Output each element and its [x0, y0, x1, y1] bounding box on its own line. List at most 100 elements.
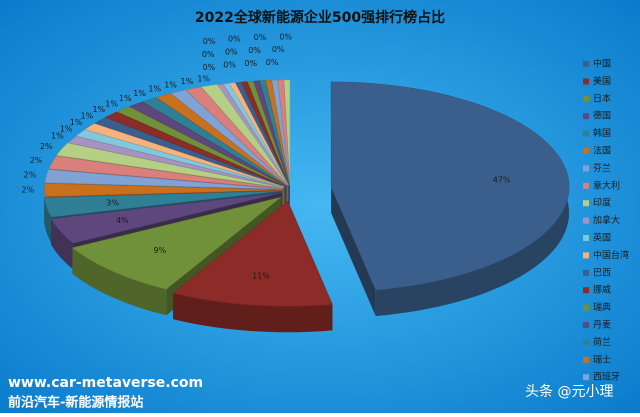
slice-top [43, 190, 282, 218]
slice-top [68, 136, 284, 188]
data-label: 0% [248, 46, 261, 55]
legend-swatch [583, 304, 589, 311]
slice [330, 81, 570, 317]
legend-swatch [583, 95, 589, 102]
credit: 头条 @元小理 [525, 383, 613, 400]
slice-top [141, 97, 287, 186]
data-label: 0% [254, 33, 267, 42]
data-label: 2% [40, 142, 53, 151]
legend-label: 瑞典 [593, 301, 611, 313]
slice-wall [72, 247, 167, 316]
legend-label: 西班牙 [593, 371, 620, 383]
slice-top [71, 196, 282, 290]
legend-swatch [583, 339, 589, 346]
legend-label: 中国台湾 [593, 249, 629, 261]
data-label: 0% [203, 37, 216, 46]
legend-label: 英国 [593, 232, 611, 244]
slice-top [155, 93, 287, 186]
data-label: 0% [223, 61, 236, 70]
data-label: 0% [279, 32, 292, 41]
data-label: 1% [181, 77, 194, 86]
legend-label: 芬兰 [593, 162, 611, 174]
legend-label: 意大利 [593, 179, 620, 191]
data-label: 1% [164, 81, 177, 90]
data-label: 0% [266, 58, 279, 67]
data-label: 9% [153, 246, 166, 255]
data-label: 2% [24, 171, 37, 180]
slice [172, 200, 333, 333]
data-label: 0% [225, 47, 238, 56]
legend-label: 瑞士 [593, 353, 611, 365]
legend-swatch [583, 165, 589, 172]
data-label: 1% [119, 94, 132, 103]
legend-label: 挪威 [593, 284, 611, 296]
data-label: 0% [202, 50, 215, 59]
data-label: 1% [105, 99, 118, 108]
legend: 中国美国日本德国韩国法国芬兰意大利印度加拿大英国中国台湾巴西挪威瑞典丹麦荷兰瑞士… [583, 58, 629, 383]
data-label: 4% [116, 216, 129, 225]
legend-label: 美国 [593, 75, 611, 87]
legend-label: 日本 [593, 92, 611, 104]
legend-swatch [583, 287, 589, 294]
data-label: 0% [272, 45, 285, 54]
slice-top [75, 129, 285, 188]
legend-swatch [583, 252, 589, 259]
slice-top [172, 200, 333, 307]
slice-top [170, 89, 288, 186]
legend-label: 丹麦 [593, 319, 611, 331]
legend-swatch [583, 200, 589, 207]
slice-top [116, 106, 286, 187]
data-label: 47% [493, 175, 511, 184]
data-label: 1% [197, 74, 210, 83]
slice-top [330, 81, 570, 291]
data-label: 1% [92, 105, 105, 114]
slice-top [128, 101, 286, 187]
slice-top [201, 84, 288, 185]
slice-top [50, 192, 282, 244]
legend-label: 中国 [593, 58, 611, 70]
legend-label: 韩国 [593, 127, 611, 139]
data-label: 1% [81, 111, 94, 120]
legend-swatch [583, 322, 589, 328]
data-label: 0% [244, 59, 257, 68]
legend-label: 巴西 [593, 267, 611, 278]
legend-swatch [583, 182, 589, 189]
legend-label: 法国 [593, 145, 611, 157]
legend-label: 加拿大 [593, 214, 620, 226]
legend-swatch [583, 78, 589, 85]
slice-top [56, 142, 284, 189]
data-label: 0% [228, 34, 241, 43]
slice-top [185, 86, 288, 186]
legend-label: 德国 [593, 110, 611, 122]
data-label: 11% [252, 271, 270, 280]
legend-swatch [583, 217, 589, 224]
legend-swatch [583, 130, 589, 137]
slice-wall [44, 197, 52, 244]
data-label: 1% [133, 89, 146, 98]
legend-swatch [583, 61, 589, 67]
legend-swatch [583, 113, 589, 120]
legend-label: 印度 [593, 197, 611, 209]
slice-top [94, 117, 285, 187]
legend-swatch [583, 356, 589, 363]
slice-top [44, 183, 283, 197]
legend-label: 荷兰 [593, 336, 611, 348]
name-watermark: 前沿汽车-新能源情报站 [8, 395, 143, 411]
data-label: 1% [60, 125, 73, 134]
data-label: 1% [148, 85, 161, 94]
legend-swatch [583, 374, 589, 381]
data-label: 2% [30, 156, 43, 165]
data-label: 0% [202, 63, 215, 72]
legend-swatch [583, 148, 589, 154]
slice-top [84, 123, 285, 188]
legend-swatch [583, 235, 589, 241]
data-label: 1% [51, 132, 64, 141]
chart-title: 2022全球新能源企业500强排行榜占比 [195, 9, 445, 26]
data-label: 1% [70, 118, 83, 127]
data-label: 2% [21, 186, 34, 195]
slice-side [331, 186, 376, 316]
slice-wall [51, 218, 74, 270]
slice-top [48, 155, 283, 189]
pie: 47%11%9%4%3%2%2%2%2%1%1%1%1%1%1%1%1% 1% 1%… [21, 32, 570, 333]
